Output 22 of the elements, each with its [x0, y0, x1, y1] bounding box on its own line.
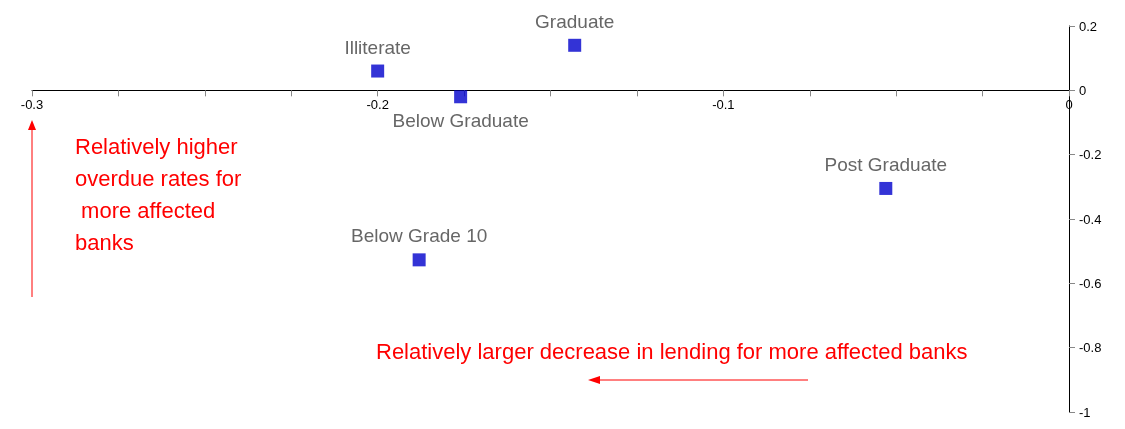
- series-label: Below Grade 10: [351, 225, 488, 247]
- y-tick-label: -0.4: [1079, 211, 1102, 227]
- point: [568, 38, 582, 52]
- point: [412, 253, 426, 267]
- point: [879, 181, 893, 195]
- y-tick-label: -0.2: [1079, 147, 1102, 163]
- y-tick-label: -0.6: [1079, 275, 1102, 291]
- series-label: Post Graduate: [824, 153, 948, 175]
- y-tick-label: -0.8: [1079, 340, 1102, 356]
- annotation: Relatively higher overdue rates for more affected banks: [75, 133, 244, 255]
- series-label: Below Graduate: [392, 110, 529, 132]
- x-tick-label: -0.3: [20, 97, 44, 113]
- series-label: Graduate: [535, 10, 615, 32]
- x-tick-label: -0.2: [366, 97, 389, 113]
- point: [454, 90, 468, 104]
- point: [371, 64, 385, 78]
- series-label: Illiterate: [344, 36, 411, 58]
- x-tick-label: -0.1: [712, 97, 735, 113]
- y-tick-label: 0: [1079, 82, 1087, 98]
- y-tick-label: -1: [1079, 404, 1091, 420]
- annotation: Relatively larger decrease in lending for more affected banks: [376, 338, 968, 364]
- y-tick-label: 0.2: [1079, 18, 1098, 34]
